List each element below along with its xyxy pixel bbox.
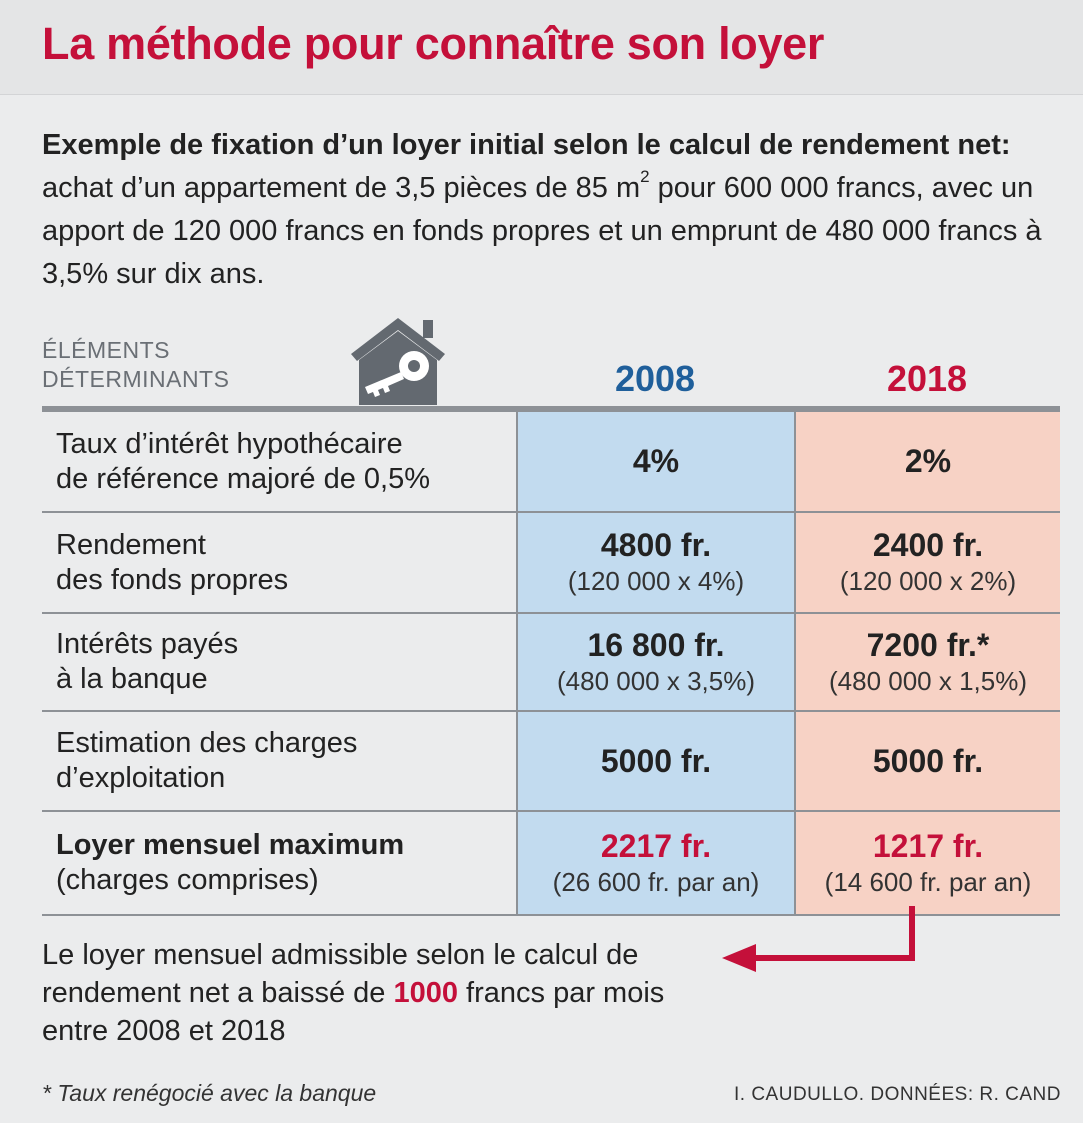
value-2008: 5000 fr. [600,742,712,779]
column-label-line2: DÉTERMINANTS [42,366,230,392]
row-label-line: Intérêts payés [56,628,239,660]
year-header-2008: 2008 [614,358,696,399]
row-label: Loyer mensuel maximum (charges comprises… [42,812,516,914]
row-label-line: à la banque [56,663,208,695]
value-2008: 2217 fr. [600,827,712,864]
header-band: La méthode pour connaître son loyer [0,0,1083,95]
intro-paragraph: Exemple de fixation d’un loyer initial s… [42,124,1042,296]
calc-2008: (120 000 x 4%) [567,566,745,596]
row-label-line: des fonds propres [56,563,289,596]
intro-bold: Exemple de fixation d’un loyer initial s… [42,129,1011,161]
credit-line: I. CAUDULLO. DONNÉES: R. CAND [734,1084,1061,1105]
intro-text-a: achat d’un appartement de 3,5 pièces de … [42,172,641,204]
cell-2018: 7200 fr.* (480 000 x 1,5%) [794,614,1060,710]
footnote: * Taux renégocié avec la banque [42,1080,377,1106]
value-2008: 16 800 fr. [587,626,725,663]
cell-2018: 1217 fr. (14 600 fr. par an) [794,812,1060,914]
value-2018: 1217 fr. [872,827,984,864]
row-label: Estimation des charges d’exploitation [42,712,516,810]
table-row: Rendement des fonds propres 4800 fr. (12… [42,513,1060,614]
calc-2008: (480 000 x 3,5%) [556,665,755,696]
cell-2008: 5000 fr. [516,712,794,810]
calc-2008: (26 600 fr. par an) [552,866,760,897]
row-label-line: d’exploitation [56,762,226,794]
table-row: Taux d’intérêt hypothécaire de référence… [42,412,1060,513]
column-label-line1: ÉLÉMENTS [42,337,170,363]
calc-2018: (120 000 x 2%) [839,566,1017,596]
cell-2018: 5000 fr. [794,712,1060,810]
cell-2018: 2% [794,412,1060,511]
value-2008: 4% [632,443,680,479]
row-label-line: Estimation des charges [56,727,358,759]
cell-2008: 2217 fr. (26 600 fr. par an) [516,812,794,914]
conclusion-highlight: 1000 [393,977,458,1009]
conclusion-before: Le loyer mensuel admissible selon le cal… [42,939,639,1009]
cell-2008: 4% [516,412,794,511]
value-2018: 2400 fr. [872,527,984,563]
table-row: Loyer mensuel maximum (charges comprises… [42,812,1060,916]
comparison-table: Taux d’intérêt hypothécaire de référence… [42,406,1060,916]
intro-superscript: 2 [640,167,650,187]
house-key-icon [351,318,445,405]
table-row: Estimation des charges d’exploitation 50… [42,712,1060,812]
row-label: Taux d’intérêt hypothécaire de référence… [42,412,516,511]
row-label-line: Loyer mensuel maximum [56,829,405,861]
conclusion-after: francs par mois entre 2008 et 2018 [42,977,665,1047]
page-title: La méthode pour connaître son loyer [42,18,825,69]
cell-2008: 16 800 fr. (480 000 x 3,5%) [516,614,794,710]
row-label: Intérêts payés à la banque [42,614,516,710]
conclusion-text: Le loyer mensuel admissible selon le cal… [42,936,722,1050]
row-label-line: (charges comprises) [56,864,319,896]
calc-2018: (480 000 x 1,5%) [828,665,1027,696]
intro-text-b: pour 600 000 francs, avec un apport de 1… [42,172,1042,290]
value-2018: 7200 fr.* [866,626,990,663]
column-label: ÉLÉMENTS DÉTERMINANTS [42,336,229,394]
table-row: Intérêts payés à la banque 16 800 fr. (4… [42,614,1060,712]
year-header-2018: 2018 [886,358,968,399]
cell-2018: 2400 fr. (120 000 x 2%) [794,513,1060,612]
value-2008: 4800 fr. [600,527,712,563]
row-label-line: Taux d’intérêt hypothécaire [56,427,403,460]
row-label-line: Rendement [56,528,206,561]
value-2018: 2% [904,443,952,479]
cell-2008: 4800 fr. (120 000 x 4%) [516,513,794,612]
calc-2018: (14 600 fr. par an) [824,866,1032,897]
row-label-line: de référence majoré de 0,5% [56,462,430,495]
value-2018: 5000 fr. [872,742,984,779]
row-label: Rendement des fonds propres [42,513,516,612]
